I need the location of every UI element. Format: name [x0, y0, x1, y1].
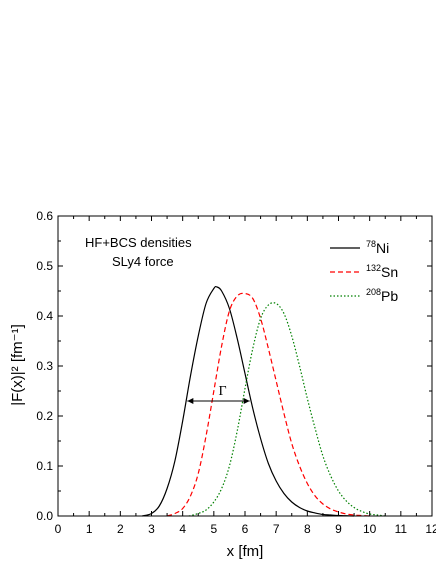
x-tick-label: 1	[86, 522, 93, 536]
width-marker	[187, 398, 250, 404]
note-line-2: SLy4 force	[112, 254, 174, 269]
series-line-ni	[141, 285, 355, 517]
width-symbol: Γ	[218, 384, 226, 399]
x-axis-ticks: 0 1 2 3 4 5 6 7 8 9 10 11 12	[55, 216, 436, 536]
legend-label: 132Sn	[366, 263, 398, 280]
x-tick-label: 3	[148, 522, 155, 536]
x-tick-label: 9	[335, 522, 342, 536]
x-tick-label: 8	[304, 522, 311, 536]
x-tick-label: 5	[210, 522, 217, 536]
legend: 78Ni 132Sn 208Pb	[330, 239, 398, 304]
x-tick-label: 0	[55, 522, 62, 536]
y-axis-ticks: 0.0 0.1 0.2 0.3 0.4 0.5 0.6	[36, 209, 432, 523]
series-line-sn	[166, 292, 370, 517]
x-axis-label: x [fm]	[227, 543, 264, 560]
y-tick-label: 0.1	[36, 459, 53, 473]
x-tick-label: 4	[179, 522, 186, 536]
y-tick-label: 0.4	[36, 309, 53, 323]
y-tick-label: 0.0	[36, 509, 53, 523]
x-tick-label: 6	[242, 522, 249, 536]
y-tick-label: 0.2	[36, 409, 53, 423]
x-tick-label: 7	[273, 522, 280, 536]
legend-label: 78Ni	[366, 239, 389, 256]
series-line-pb	[188, 302, 386, 517]
x-tick-label: 2	[117, 522, 124, 536]
legend-label: 208Pb	[366, 287, 398, 304]
width-arrow-head-right	[243, 398, 250, 404]
x-tick-label: 12	[425, 522, 436, 536]
note-line-1: HF+BCS densities	[85, 235, 192, 250]
x-tick-label: 11	[395, 522, 408, 536]
y-tick-label: 0.6	[36, 209, 53, 223]
width-arrow-head-left	[187, 398, 194, 404]
y-tick-label: 0.3	[36, 359, 53, 373]
x-tick-label: 10	[363, 522, 377, 536]
y-tick-label: 0.5	[36, 259, 53, 273]
y-axis-label: |F(x)|² [fm⁻¹]	[9, 324, 26, 406]
curves	[141, 285, 386, 517]
